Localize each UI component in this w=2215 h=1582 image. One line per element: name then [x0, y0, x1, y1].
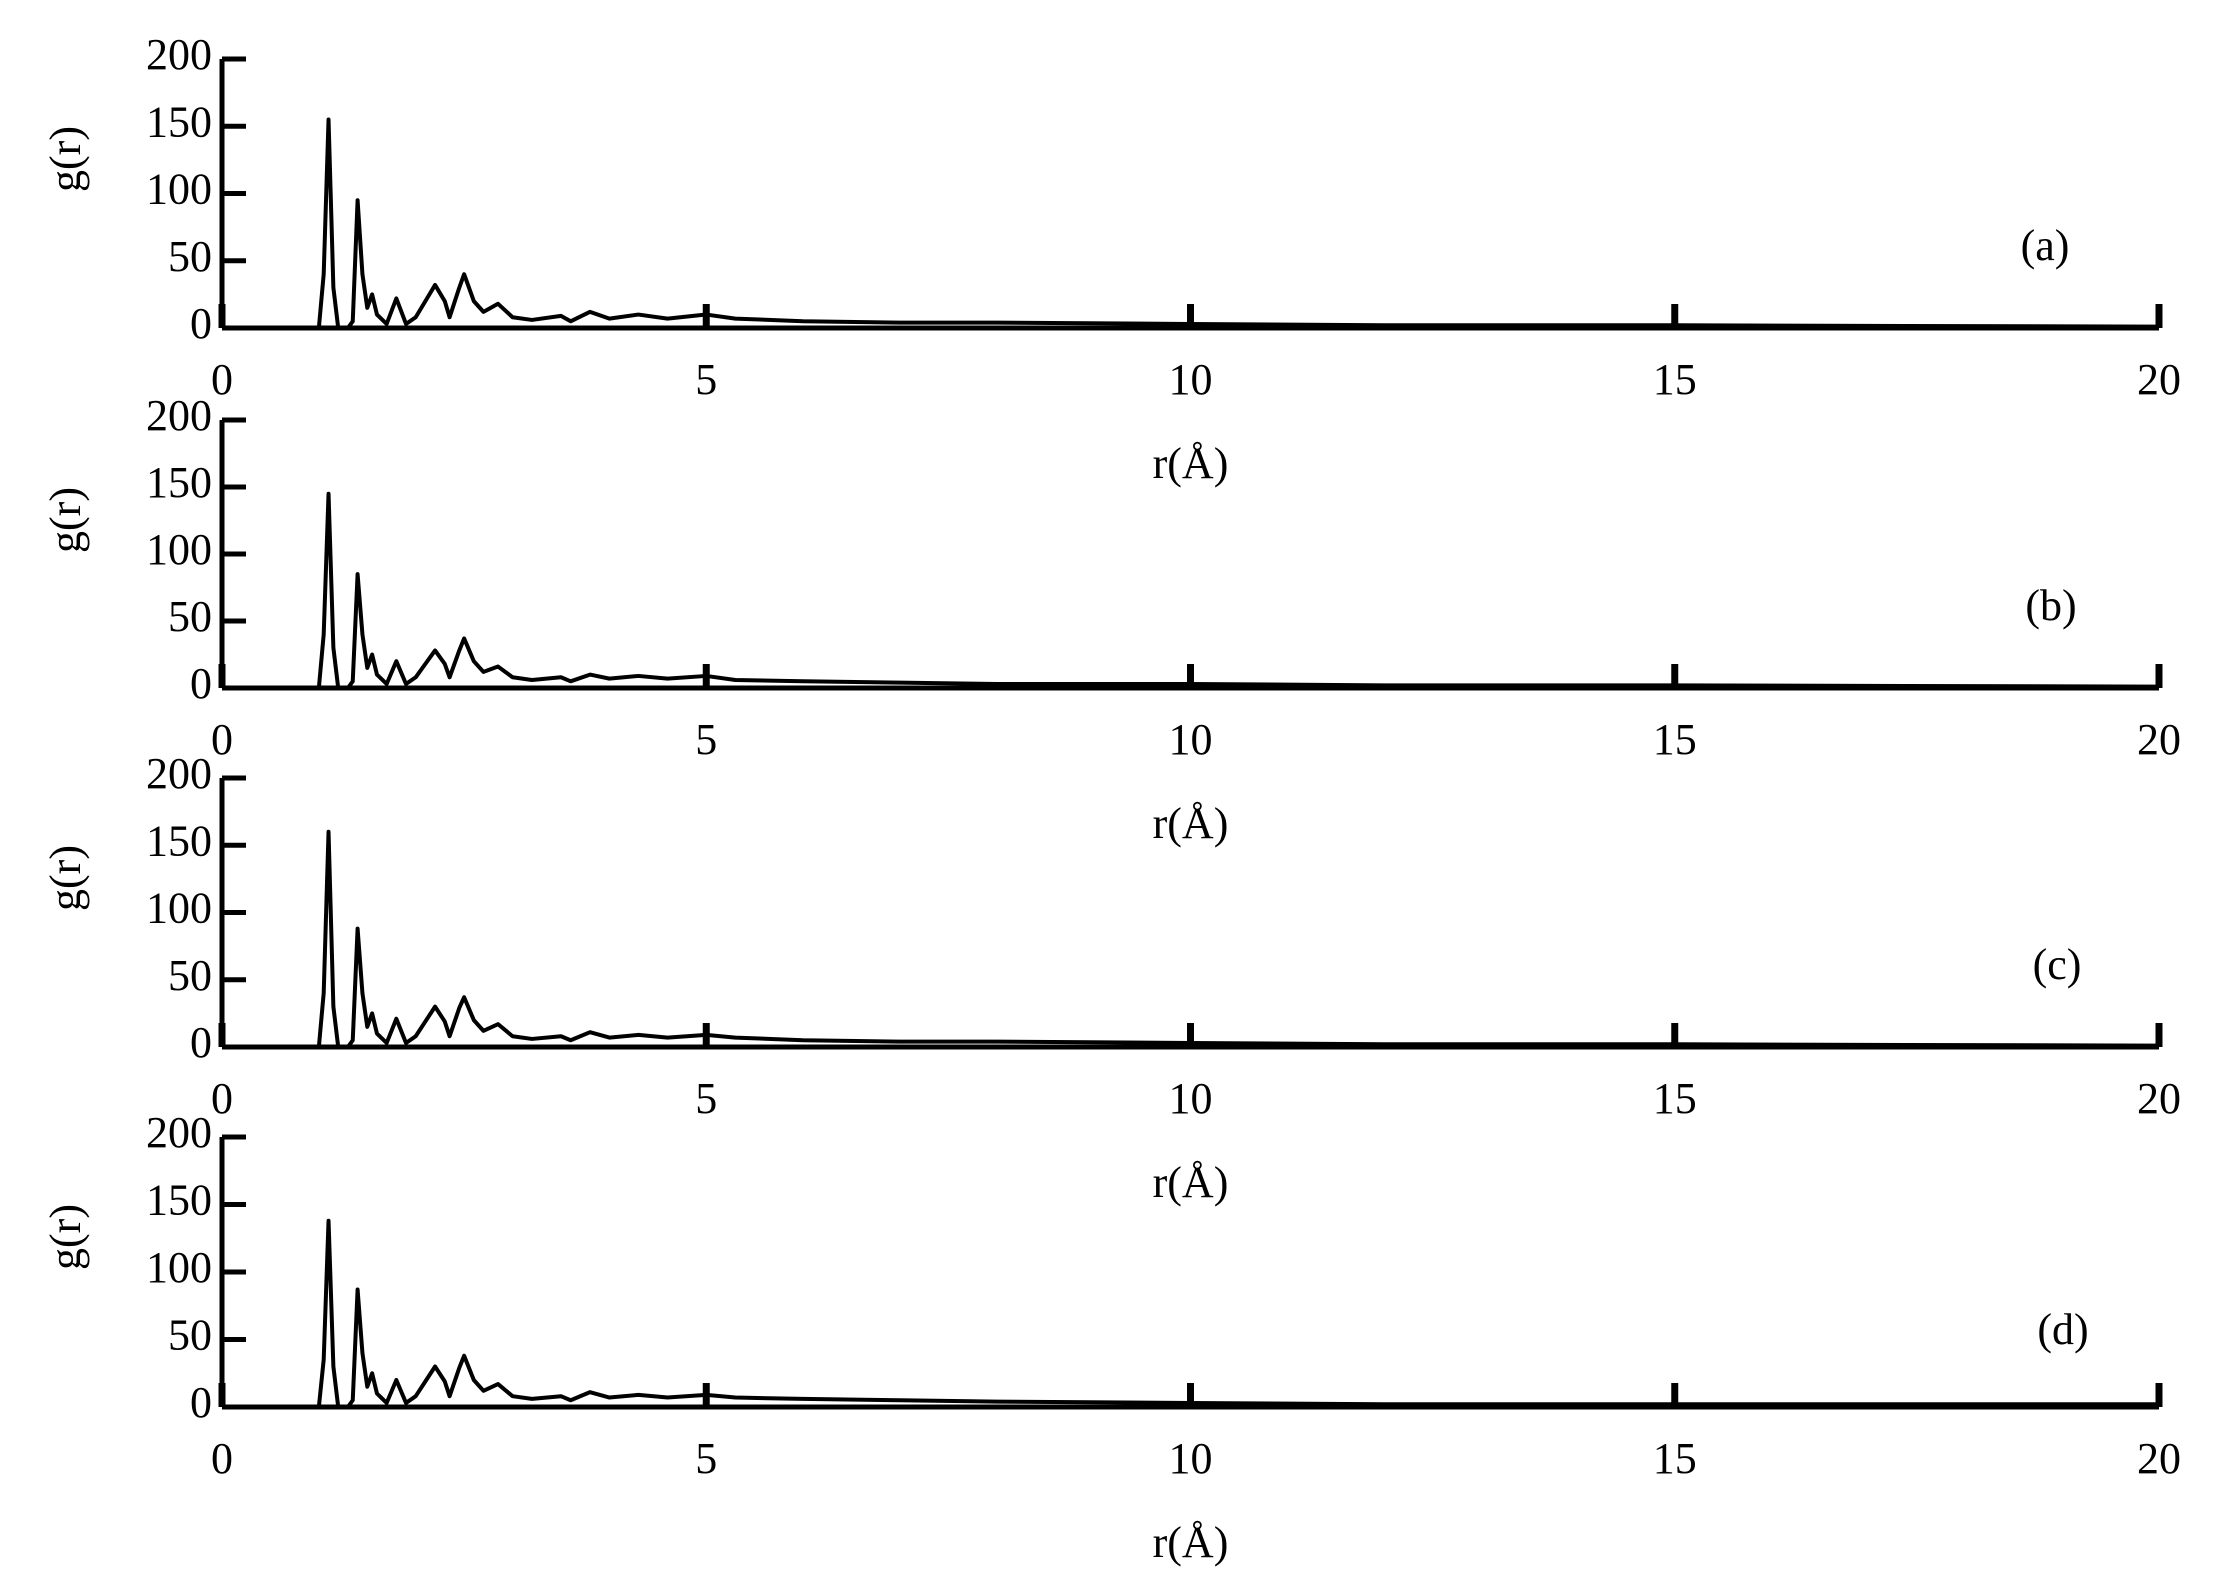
g-r-line	[222, 829, 2160, 1049]
x-tick-label: 20	[2137, 1074, 2181, 1123]
y-tick-label: 150	[146, 458, 212, 507]
y-tick-label: 200	[146, 749, 212, 798]
x-tick-label: 20	[2137, 715, 2181, 764]
x-tick-label: 15	[1653, 355, 1697, 404]
x-tick-label: 5	[695, 355, 717, 404]
x-tick-label: 15	[1653, 1074, 1697, 1123]
y-tick-label: 100	[146, 884, 212, 933]
x-axis-label: r(Å)	[1153, 439, 1229, 488]
x-tick-label: 0	[211, 1434, 233, 1483]
panel-annotation: (b)	[2025, 581, 2076, 630]
y-tick-label: 0	[190, 1378, 212, 1427]
panel-annotation: (a)	[2021, 221, 2070, 270]
y-tick-label: 200	[146, 30, 212, 79]
y-tick-label: 0	[190, 659, 212, 708]
y-tick-label: 100	[146, 1243, 212, 1292]
x-tick-label: 0	[211, 715, 233, 764]
x-tick-label: 10	[1169, 1074, 1213, 1123]
y-axis-label: g(r)	[41, 1204, 90, 1270]
panel-annotation: (d)	[2037, 1305, 2088, 1354]
y-tick-label: 150	[146, 1176, 212, 1225]
x-tick-label: 15	[1653, 1434, 1697, 1483]
x-tick-label: 5	[695, 1074, 717, 1123]
y-tick-label: 50	[168, 951, 212, 1000]
x-tick-label: 5	[695, 1434, 717, 1483]
x-tick-label: 0	[211, 355, 233, 404]
x-axis-label: r(Å)	[1153, 799, 1229, 848]
x-tick-label: 5	[695, 715, 717, 764]
x-tick-label: 10	[1169, 1434, 1213, 1483]
y-tick-label: 50	[168, 1311, 212, 1360]
panel-annotation: (c)	[2033, 940, 2082, 989]
x-tick-label: 10	[1169, 355, 1213, 404]
x-axis-label: r(Å)	[1153, 1518, 1229, 1567]
y-tick-label: 100	[146, 165, 212, 214]
y-tick-label: 150	[146, 97, 212, 146]
g-r-line	[222, 491, 2160, 690]
y-tick-label: 50	[168, 232, 212, 281]
g-r-line	[222, 117, 2160, 330]
y-tick-label: 200	[146, 1108, 212, 1157]
y-tick-label: 0	[190, 299, 212, 348]
x-axis-label: r(Å)	[1153, 1158, 1229, 1207]
x-tick-label: 0	[211, 1074, 233, 1123]
x-tick-label: 10	[1169, 715, 1213, 764]
y-axis-label: g(r)	[41, 126, 90, 192]
y-axis-label: g(r)	[41, 487, 90, 553]
y-tick-label: 50	[168, 592, 212, 641]
x-tick-label: 20	[2137, 1434, 2181, 1483]
g-r-line	[222, 1218, 2159, 1409]
x-tick-label: 15	[1653, 715, 1697, 764]
y-tick-label: 200	[146, 391, 212, 440]
x-tick-label: 20	[2137, 355, 2181, 404]
y-axis-label: g(r)	[41, 845, 90, 911]
y-tick-label: 100	[146, 525, 212, 574]
y-tick-label: 0	[190, 1018, 212, 1067]
y-tick-label: 150	[146, 816, 212, 865]
